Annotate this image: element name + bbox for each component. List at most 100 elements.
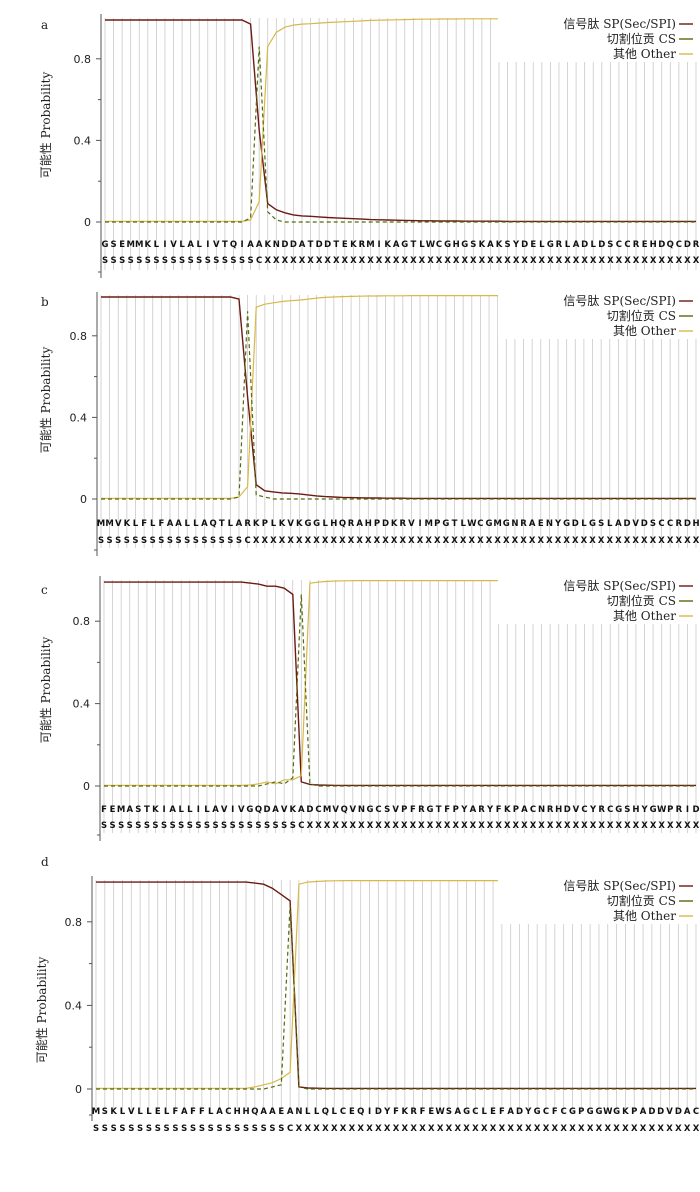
sequence-residue: I (418, 519, 421, 529)
sequence-residue: D (306, 805, 313, 815)
sequence-residue: K (504, 805, 511, 815)
residue-annotation: S (145, 256, 151, 266)
residue-annotation: X (693, 256, 700, 266)
sequence-residue: C (340, 1107, 346, 1117)
sequence-residue: D (623, 519, 630, 529)
residue-annotation: X (341, 821, 348, 831)
y-tick-label: 0 (80, 493, 87, 506)
residue-annotation: X (613, 1124, 620, 1134)
residue-annotation: S (190, 1124, 196, 1134)
panel-label: d (41, 855, 49, 869)
sequence-residue: C (693, 1107, 699, 1117)
sequence-residue: F (410, 805, 416, 815)
residue-annotation: X (435, 821, 442, 831)
residue-annotation: S (158, 536, 164, 546)
sequence-residue: R (547, 805, 554, 815)
residue-annotation: X (667, 821, 674, 831)
sequence-residue: M (97, 519, 105, 529)
sequence-residue: V (332, 805, 339, 815)
residue-annotation: X (273, 256, 280, 266)
residue-annotation: X (607, 256, 614, 266)
sequence-residue: G (304, 519, 311, 529)
residue-annotation: X (667, 536, 674, 546)
sequence-residue: D (598, 240, 605, 250)
residue-annotation: X (410, 821, 417, 831)
residue-annotation: X (598, 821, 605, 831)
sequence-residue: M (126, 240, 134, 250)
residue-annotation: X (658, 256, 665, 266)
residue-annotation: S (128, 256, 134, 266)
residue-annotation: X (693, 1124, 700, 1134)
sequence-residue: A (216, 1107, 223, 1117)
sequence-residue: F (158, 519, 164, 529)
residue-annotation: X (324, 821, 331, 831)
residue-annotation: X (393, 1124, 400, 1134)
residue-annotation: S (178, 821, 184, 831)
sequence-residue: L (137, 1107, 143, 1117)
sequence-residue: L (164, 1107, 170, 1117)
sequence-residue: M (117, 805, 125, 815)
residue-annotation: X (313, 1124, 320, 1134)
residue-annotation: X (434, 536, 441, 546)
residue-annotation: X (615, 536, 622, 546)
sequence-residue: A (521, 805, 528, 815)
residue-annotation: S (141, 536, 147, 546)
residue-annotation: S (290, 821, 296, 831)
y-axis-label: 可能性 Probability (39, 637, 53, 744)
residue-annotation: X (538, 536, 545, 546)
residue-annotation: X (469, 536, 476, 546)
sequence-residue: Q (341, 805, 348, 815)
residue-annotation: X (649, 1124, 656, 1134)
sequence-residue: E (278, 1107, 284, 1117)
residue-annotation: X (624, 536, 631, 546)
sequence-residue: H (650, 240, 657, 250)
residue-annotation: X (316, 256, 323, 266)
sequence-residue: G (102, 240, 109, 250)
residue-annotation: S (127, 821, 133, 831)
residue-annotation: X (392, 821, 399, 831)
sequence-residue: K (350, 240, 357, 250)
sequence-residue: S (607, 240, 613, 250)
sequence-residue: L (314, 1107, 320, 1117)
residue-annotation: C (287, 1124, 293, 1134)
sequence-residue: V (128, 1107, 135, 1117)
sequence-residue: G (589, 519, 596, 529)
sequence-residue: Y (589, 805, 597, 815)
sequence-residue: E (428, 1107, 434, 1117)
y-axis-label: 可能性 Probability (39, 72, 53, 179)
sequence-residue: M (424, 519, 432, 529)
sequence-residue: C (658, 519, 664, 529)
residue-annotation: X (374, 536, 381, 546)
sequence-residue: T (308, 240, 314, 250)
sequence-residue: G (486, 519, 493, 529)
sequence-residue: I (206, 240, 209, 250)
residue-annotation: X (563, 536, 570, 546)
sequence-residue: I (163, 240, 166, 250)
residue-annotation: X (632, 536, 639, 546)
sequence-residue: L (185, 519, 191, 529)
sequence-residue: D (641, 519, 648, 529)
sequence-residue: L (539, 240, 545, 250)
residue-annotation: X (590, 821, 597, 831)
sequence-residue: P (434, 519, 440, 529)
y-axis-label: 可能性 Probability (35, 957, 49, 1064)
sequence-residue: N (538, 805, 545, 815)
sequence-residue: E (349, 1107, 355, 1117)
sequence-residue: G (442, 519, 449, 529)
residue-annotation: X (315, 821, 322, 831)
residue-annotation: S (243, 1124, 249, 1134)
sequence-residue: W (467, 519, 477, 529)
sequence-residue: G (650, 805, 657, 815)
series-line-cs (105, 46, 696, 223)
sequence-residue: L (154, 240, 160, 250)
sequence-residue: R (418, 805, 425, 815)
residue-annotation: X (348, 536, 355, 546)
residue-annotation: X (590, 256, 597, 266)
residue-annotation: C (244, 536, 250, 546)
sequence-residue: G (587, 1107, 594, 1117)
residue-annotation: X (641, 821, 648, 831)
sequence-residue: Q (339, 519, 346, 529)
residue-annotation: S (115, 536, 121, 546)
residue-annotation: X (640, 1124, 647, 1134)
sequence-residue: I (686, 805, 689, 815)
